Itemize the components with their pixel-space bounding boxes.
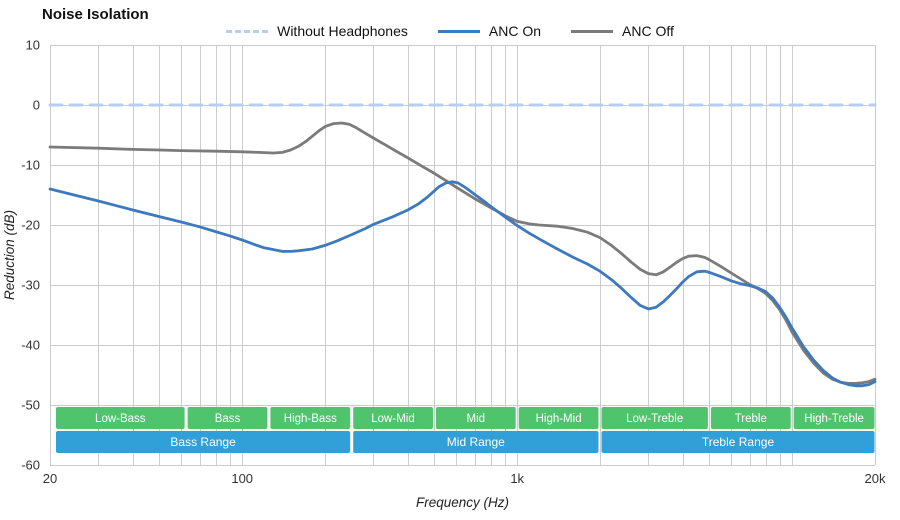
gridlines <box>50 45 876 466</box>
band-low-bass: Low-Bass <box>56 407 185 429</box>
y-tick-label: -10 <box>21 158 40 173</box>
y-tick-label: -40 <box>21 338 40 353</box>
band-row-main-ranges: Bass Range Mid Range Treble Range <box>56 431 875 453</box>
legend-label-anc-on: ANC On <box>488 23 541 39</box>
y-tick-label: -20 <box>21 218 40 233</box>
band-label-bass-range: Bass Range <box>170 435 236 449</box>
legend-line-sample-anc-on <box>437 29 480 33</box>
legend-item-anc-on[interactable]: ANC On <box>437 23 541 39</box>
band-label-high-bass: High-Bass <box>284 413 337 425</box>
x-axis-tick-labels: 20 100 1k 20k <box>43 471 886 486</box>
band-high-bass: High-Bass <box>270 407 351 429</box>
x-tick-label: 20 <box>43 471 57 486</box>
band-label-low-treble: Low-Treble <box>626 413 683 425</box>
band-label-treble-range: Treble Range <box>702 435 775 449</box>
band-low-treble: Low-Treble <box>601 407 708 429</box>
band-label-treble: Treble <box>735 413 767 425</box>
legend: Without Headphones ANC On ANC Off <box>0 23 900 39</box>
legend-item-without-headphones[interactable]: Without Headphones <box>226 23 408 39</box>
band-bass: Bass <box>187 407 268 429</box>
band-label-bass: Bass <box>215 413 241 425</box>
legend-item-anc-off[interactable]: ANC Off <box>571 23 674 39</box>
legend-line-sample-anc-off <box>571 29 613 33</box>
y-tick-label: -50 <box>21 398 40 413</box>
band-label-mid: Mid <box>467 413 486 425</box>
x-tick-label: 1k <box>510 471 524 486</box>
band-treble-range: Treble Range <box>601 431 875 453</box>
band-low-mid: Low-Mid <box>353 407 433 429</box>
band-label-high-mid: High-Mid <box>536 413 582 425</box>
legend-label-anc-off: ANC Off <box>622 23 674 39</box>
series-line-anc-on <box>48 180 877 388</box>
y-tick-label: -30 <box>21 278 40 293</box>
band-label-mid-range: Mid Range <box>447 435 505 449</box>
band-bass-range: Bass Range <box>56 431 351 453</box>
x-axis-title: Frequency (Hz) <box>416 495 509 510</box>
y-tick-label: 10 <box>26 38 40 53</box>
band-mid-range: Mid Range <box>353 431 599 453</box>
series-line-anc-off <box>48 121 877 385</box>
band-label-low-mid: Low-Mid <box>371 413 414 425</box>
chart-title: Noise Isolation <box>42 6 149 23</box>
x-tick-label: 100 <box>231 471 253 486</box>
band-high-treble: High-Treble <box>793 407 875 429</box>
y-axis-title: Reduction (dB) <box>2 210 17 300</box>
band-label-low-bass: Low-Bass <box>95 413 146 425</box>
band-label-high-treble: High-Treble <box>804 413 864 425</box>
legend-line-sample-without-headphones <box>226 29 269 33</box>
band-row-sub-ranges: Low-Bass Bass High-Bass Low-Mid Mid High-Mid L… <box>56 407 875 429</box>
band-mid: Mid <box>435 407 516 429</box>
legend-label-without-headphones: Without Headphones <box>277 23 408 39</box>
band-high-mid: High-Mid <box>518 407 599 429</box>
x-tick-label: 20k <box>865 471 886 486</box>
y-tick-label: -60 <box>21 458 40 473</box>
y-axis-tick-labels: 10 0 -10 -20 -30 -40 -50 -60 <box>21 38 40 473</box>
y-tick-label: 0 <box>33 98 40 113</box>
band-treble: Treble <box>710 407 791 429</box>
